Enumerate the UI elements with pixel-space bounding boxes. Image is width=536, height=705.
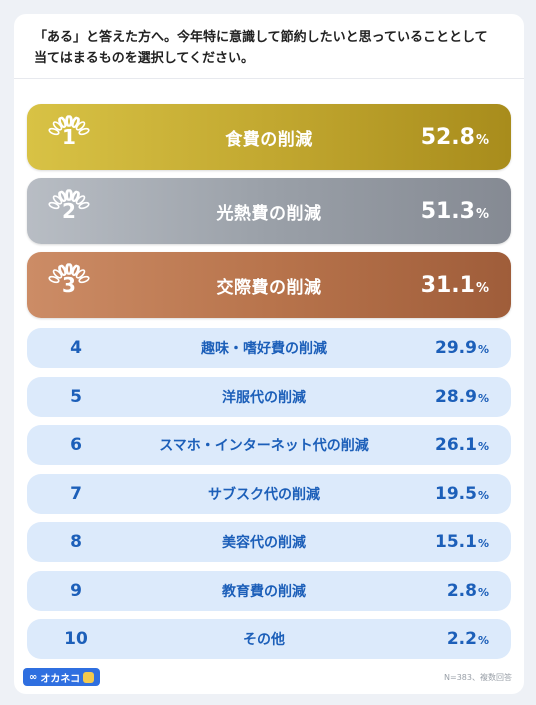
rank-number: 1 (62, 125, 76, 149)
item-label: 食費の削減 (225, 129, 313, 150)
ranking-row-top: 1 食費の削減 52.8% (27, 104, 511, 170)
divider (14, 78, 524, 79)
rank-number: 10 (64, 629, 88, 649)
ranking-row: 8 美容代の削減 15.1% (27, 522, 511, 562)
ranking-row: 9 教育費の削減 2.8% (27, 571, 511, 611)
item-value: 2.8% (446, 581, 489, 601)
laurel-icon: 2 (48, 189, 90, 223)
logo-text: オカネコ (40, 673, 81, 685)
rank-number: 9 (70, 581, 82, 601)
item-value: 2.2% (446, 629, 489, 649)
ranking-row: 6 スマホ・インターネット代の削減 26.1% (27, 425, 511, 465)
mascot-icon (83, 671, 95, 683)
ranking-row: 7 サブスク代の削減 19.5% (27, 474, 511, 514)
question-line-2: 当てはまるものを選択してください。 (34, 51, 254, 66)
item-label: 教育費の削減 (222, 584, 306, 600)
rank-number: 4 (70, 338, 82, 358)
item-label: その他 (243, 632, 285, 648)
laurel-icon: 1 (48, 115, 90, 149)
ranking-row-top: 2 光熱費の削減 51.3% (27, 178, 511, 244)
rank-number: 7 (70, 484, 82, 504)
item-label: 光熱費の削減 (216, 203, 322, 224)
item-value: 29.9% (435, 338, 489, 358)
rank-number: 5 (70, 387, 82, 407)
item-label: スマホ・インターネット代の削減 (159, 438, 369, 454)
item-label: サブスク代の削減 (208, 487, 320, 503)
laurel-icon: 3 (48, 263, 90, 297)
item-value: 15.1% (435, 532, 489, 552)
question-line-1: 「ある」と答えた方へ。今年特に意識して節約したいと思っていることとして (34, 30, 488, 45)
ranking-row-top: 3 交際費の削減 31.1% (27, 252, 511, 318)
ranking-row: 10 その他 2.2% (27, 619, 511, 659)
item-label: 洋服代の削減 (222, 390, 306, 406)
rank-number: 2 (62, 199, 76, 223)
item-value: 19.5% (435, 484, 489, 504)
ranking-row: 5 洋服代の削減 28.9% (27, 377, 511, 417)
infinity-icon: ∞ (29, 671, 38, 683)
question-text: 「ある」と答えた方へ。今年特に意識して節約したいと思っていることとして 当てはま… (34, 27, 504, 69)
item-value: 26.1% (435, 435, 489, 455)
item-value: 28.9% (435, 387, 489, 407)
item-value: 51.3% (420, 198, 489, 224)
sample-size-note: N=383、複数回答 (444, 673, 512, 682)
item-value: 52.8% (420, 124, 489, 150)
item-label: 美容代の削減 (222, 535, 306, 551)
okaneko-logo: ∞ オカネコ (23, 668, 101, 686)
ranking-row: 4 趣味・嗜好費の削減 29.9% (27, 328, 511, 368)
item-label: 交際費の削減 (216, 277, 322, 298)
item-value: 31.1% (420, 272, 489, 298)
rank-number: 3 (62, 273, 76, 297)
rank-number: 8 (70, 532, 82, 552)
item-label: 趣味・嗜好費の削減 (201, 341, 327, 357)
rank-number: 6 (70, 435, 82, 455)
